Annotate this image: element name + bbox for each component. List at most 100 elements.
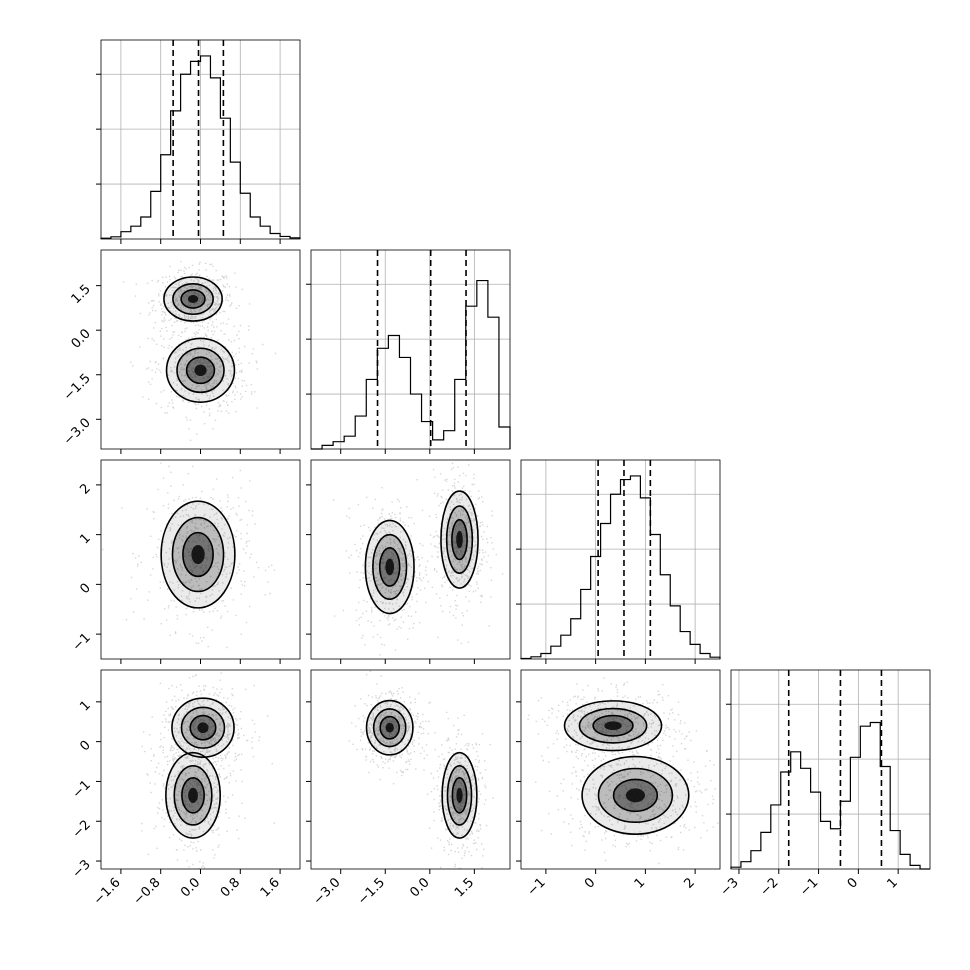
contour-line	[563, 700, 663, 752]
contour-line	[612, 778, 659, 813]
x-tick-label: 0	[845, 875, 861, 891]
histogram-bars	[311, 279, 511, 450]
x-tick-label: 2	[681, 875, 697, 891]
contour-line	[441, 751, 478, 839]
density-peak	[188, 787, 198, 804]
contour-line	[440, 490, 479, 589]
x-tick-label: −2	[757, 875, 781, 899]
contour-line	[451, 518, 468, 561]
density-peak	[385, 558, 395, 576]
contour-line	[451, 777, 468, 814]
panel-frame	[520, 669, 721, 870]
y-tick-label: 0	[77, 581, 93, 597]
x-tick-label: 1.6	[258, 875, 283, 900]
scatter-points	[122, 250, 277, 441]
histogram-panel	[516, 459, 721, 664]
contour-line	[592, 714, 634, 737]
contour-line	[172, 282, 214, 316]
y-tick-label: 1	[77, 698, 93, 714]
x-tick-label: 0	[582, 875, 598, 891]
histogram-bars	[100, 55, 301, 239]
x-tick-label: 0.0	[407, 875, 432, 900]
scatter-points	[332, 460, 504, 656]
contour-line	[182, 531, 214, 578]
y-tick-label: −1.5	[61, 371, 94, 404]
histogram-panel: −3 −2 −1 0 1	[718, 669, 931, 899]
y-tick-label: 2	[77, 481, 93, 497]
y-tick-label: −3	[70, 857, 94, 881]
density-peak	[191, 544, 205, 565]
y-tick-label: 1.5	[69, 282, 94, 307]
contour-line	[171, 697, 235, 759]
contour-line	[445, 505, 474, 574]
contour-line	[165, 751, 222, 839]
density-content	[348, 670, 494, 869]
histogram-panel	[96, 39, 301, 244]
density-peak	[187, 295, 199, 303]
contour-line	[181, 777, 205, 814]
panel-frame	[310, 459, 511, 660]
x-tick-label: −1	[525, 875, 549, 899]
density-content	[521, 670, 719, 869]
contour-line	[578, 707, 648, 744]
contour-line	[185, 356, 216, 385]
x-tick-label: −1.6	[91, 875, 124, 908]
contour-line	[180, 289, 206, 309]
x-tick-label: −1.5	[355, 875, 388, 908]
density-peak	[625, 788, 646, 803]
contour-line	[165, 337, 236, 403]
x-tick-label: −0.8	[131, 875, 164, 908]
y-tick-label: 0	[77, 738, 93, 754]
density-peak	[194, 364, 207, 377]
density-panel: −1 0 1 2	[70, 459, 301, 664]
contour-line	[372, 533, 408, 601]
contour-line	[176, 347, 225, 394]
y-tick-label: 1	[77, 531, 93, 547]
density-panel: −1.6 −0.8 0.0 0.8 1.6 −3 −2 −1 0 1	[70, 669, 301, 908]
y-tick-label: −2	[70, 817, 94, 841]
x-tick-label: −3.0	[311, 875, 344, 908]
y-tick-label: 0.0	[69, 326, 94, 351]
contour-line	[173, 765, 213, 826]
density-content	[141, 672, 275, 869]
contour-line	[446, 765, 473, 826]
x-tick-label: −3	[718, 875, 742, 899]
density-peak	[456, 787, 463, 804]
contour-line	[581, 755, 690, 835]
density-peak	[197, 722, 209, 734]
contour-line	[365, 699, 414, 756]
contour-line	[379, 715, 401, 740]
density-panel	[306, 459, 511, 664]
contour-line	[597, 767, 674, 824]
contour-line	[364, 519, 415, 615]
contour-line	[378, 547, 401, 587]
contour-line	[189, 714, 217, 741]
histogram-bars	[520, 475, 721, 660]
panel-frame	[730, 669, 931, 870]
histogram-panel	[306, 249, 511, 454]
x-tick-label: 0.0	[178, 875, 203, 900]
density-peak	[456, 530, 463, 549]
panel-frame	[310, 249, 511, 450]
density-peak	[385, 722, 394, 733]
x-tick-label: 0.8	[218, 875, 243, 900]
x-tick-label: 1	[632, 875, 648, 891]
x-tick-label: 1	[885, 875, 901, 891]
contour-line	[163, 276, 223, 322]
x-tick-label: 1.5	[452, 875, 477, 900]
histogram-bars	[730, 721, 930, 870]
y-tick-label: −1	[70, 778, 94, 802]
density-panel: −1 0 1 2	[516, 669, 721, 899]
y-tick-label: −1	[70, 630, 94, 654]
density-content	[102, 460, 276, 659]
contour-line	[180, 706, 226, 749]
contour-line	[171, 516, 225, 593]
density-content	[332, 460, 504, 656]
x-tick-label: −1	[797, 875, 821, 899]
panel-frame	[520, 459, 721, 660]
scatter-points	[102, 460, 276, 659]
density-content	[122, 250, 277, 441]
density-panel: −3.0 −1.5 0.0 1.5	[61, 249, 301, 454]
y-tick-label: −3.0	[61, 416, 94, 449]
